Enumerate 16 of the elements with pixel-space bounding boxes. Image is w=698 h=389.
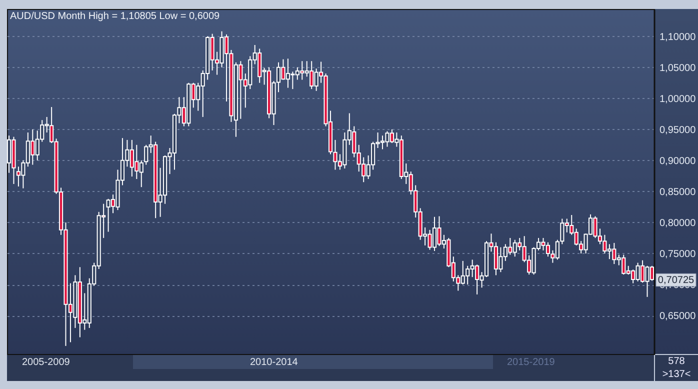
chart-title: AUD/USD Month High = 1,10805 Low = 0,6009 — [10, 11, 220, 22]
y-tick-label: 0,65000 — [660, 311, 696, 322]
y-tick-label: 0,95000 — [660, 124, 696, 136]
text: 2010-2014 — [250, 357, 298, 368]
y-tick-label: 1,10000 — [660, 32, 696, 43]
text: >137< — [661, 368, 692, 381]
text: 2005-2009 — [22, 357, 70, 368]
y-tick-label: 0,90000 — [660, 156, 696, 167]
y-tick-label: 0,75000 — [660, 248, 696, 260]
y-tick-label: 1,05000 — [660, 62, 696, 74]
y-tick-label: 0,85000 — [660, 186, 696, 198]
annotation: 0,70725 — [658, 275, 695, 286]
text: 2015-2019 — [507, 357, 555, 368]
y-tick-label: 0,80000 — [660, 218, 696, 229]
y-tick-label: 1,00000 — [660, 94, 696, 105]
text: 578 — [667, 355, 686, 368]
